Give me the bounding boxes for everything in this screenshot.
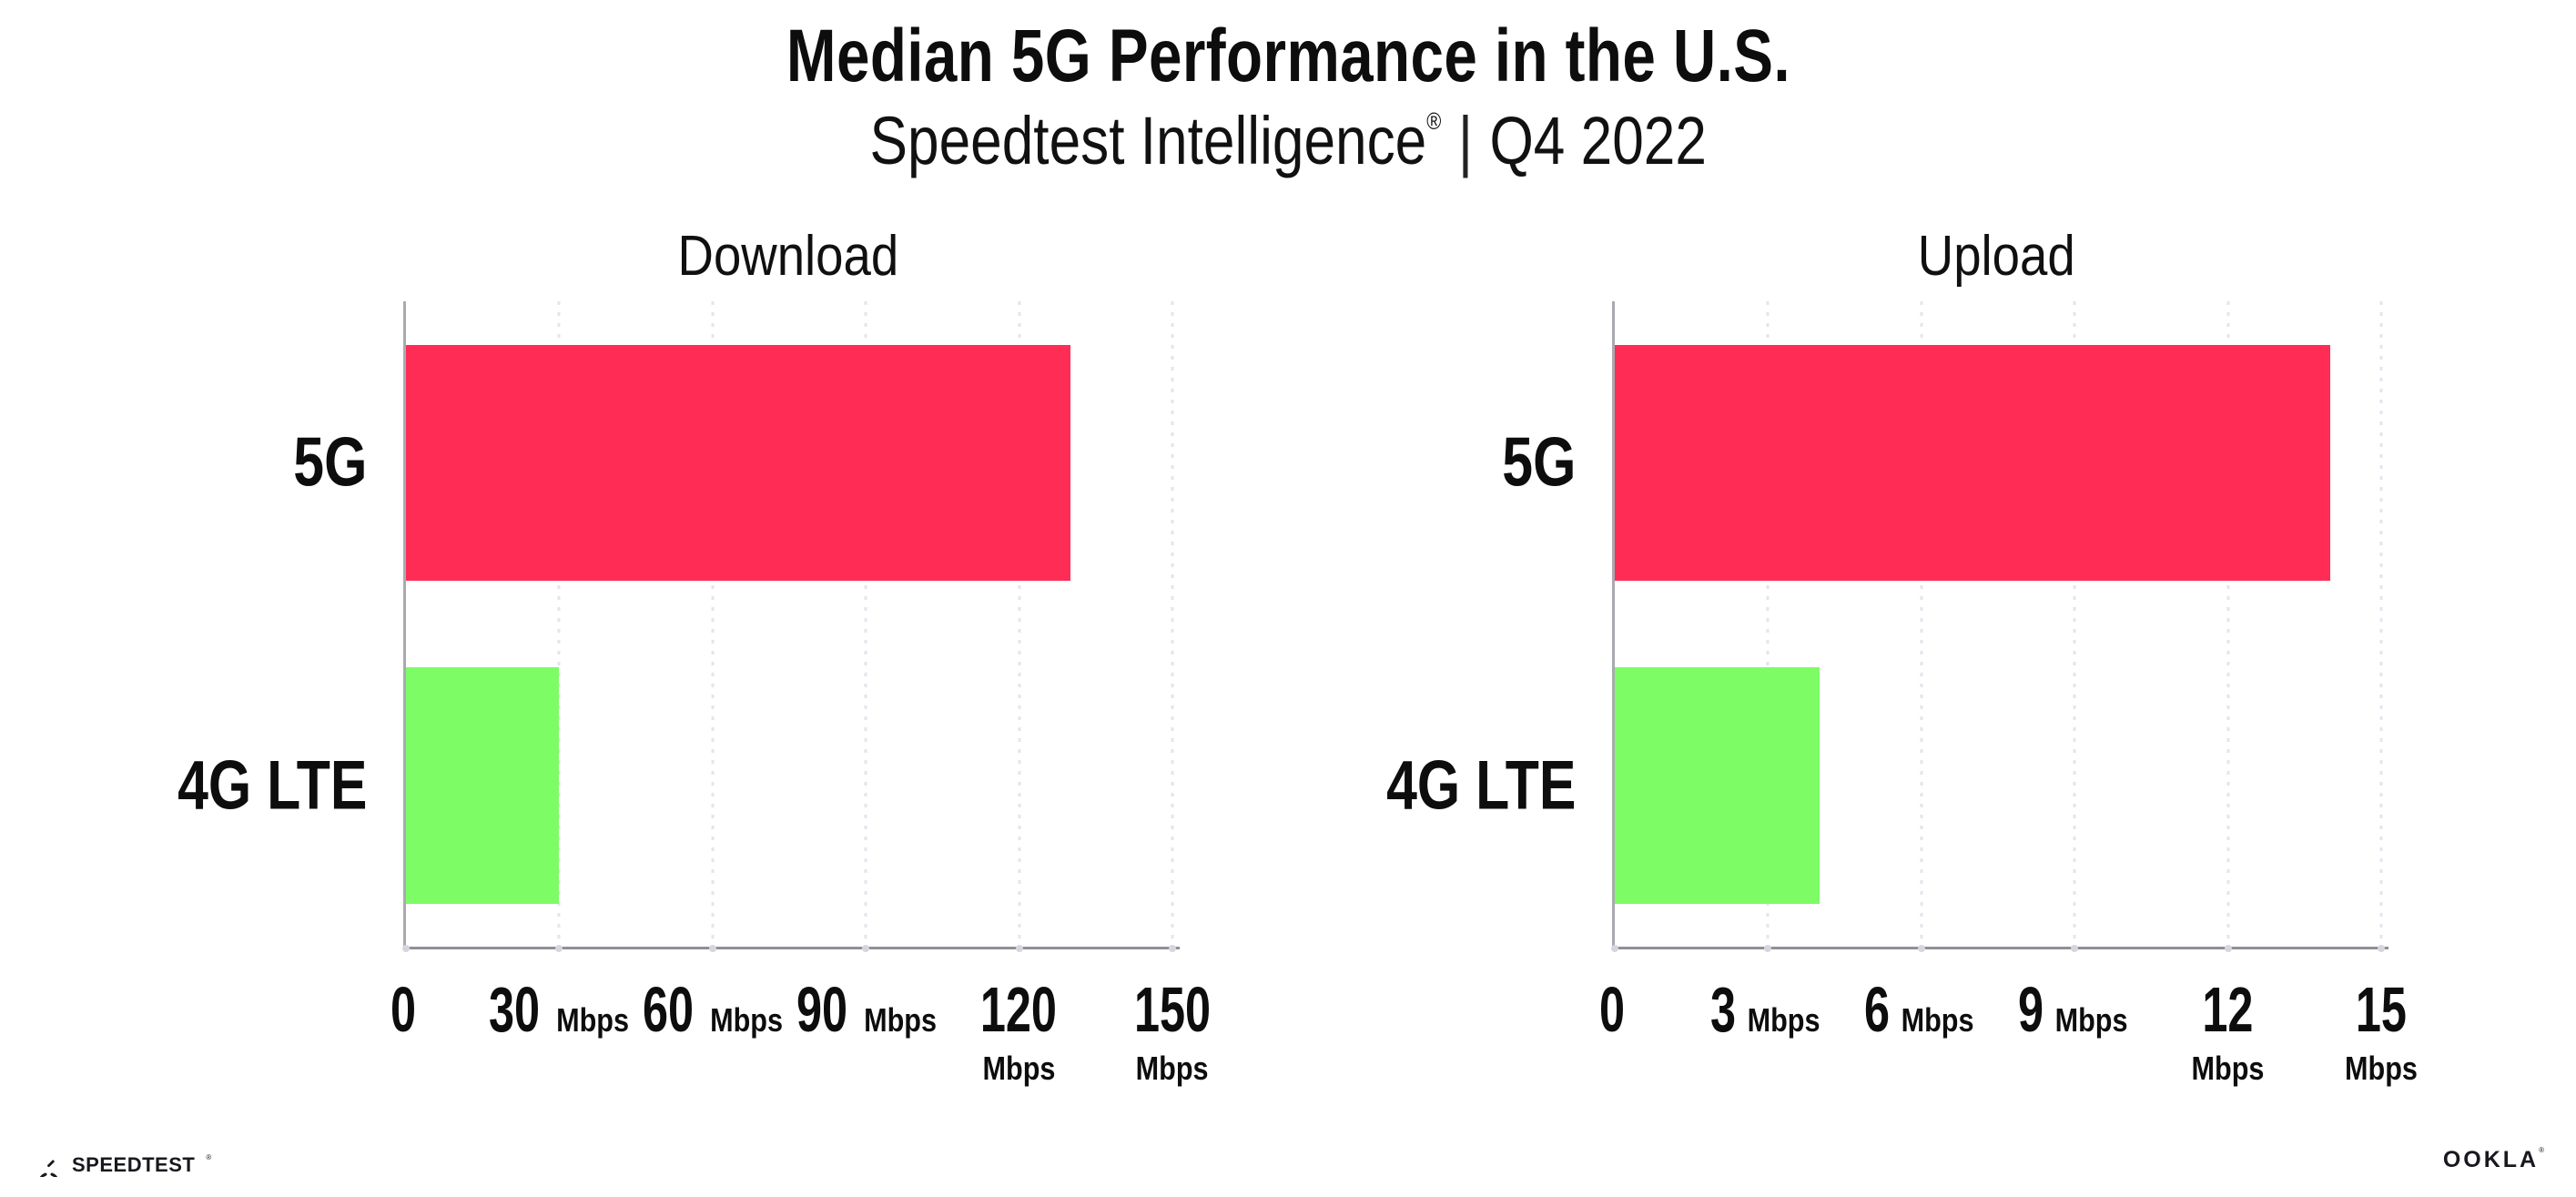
page-subtitle: Speedtest Intelligence® | Q4 2022 [0,104,2576,178]
download-x-axis-ticks: 0 30 Mbps 60 Mbps 90 Mbps 120Mbps 150Mbps [390,947,1211,1106]
x-tick-unit: Mbps [2191,1050,2264,1088]
axis-tick-dot [1169,945,1176,953]
x-tick: 30 Mbps [479,978,635,1041]
upload-plot-area [1611,301,2388,953]
page-subtitle-text: Speedtest Intelligence® | Q4 2022 [869,104,1706,178]
gridline [1766,301,1770,948]
category-label-4g-lte: 4G LTE [177,746,367,825]
x-tick-value: 60 [642,974,695,1046]
x-tick: 0 [1595,978,1630,1041]
category-label-4g-lte: 4G LTE [1385,746,1576,825]
axis-tick-dot [2224,945,2232,953]
x-tick-value: 90 [796,974,848,1046]
x-tick-unit: Mbps [982,1050,1055,1088]
axis-tick-dot [862,945,870,953]
download-category-axis: 5G 4G LTE [130,301,403,947]
x-tick-value: 30 [488,974,541,1046]
x-tick-value: 9 [2017,974,2044,1046]
axis-tick-dot [555,945,563,953]
x-tick-value: 12 [2201,974,2254,1046]
axis-tick-dot [1015,945,1023,953]
x-tick-value: 6 [1863,974,1891,1046]
x-tick: 90 Mbps [786,978,943,1041]
upload-chart: Upload 5G 4G LTE 0 3 Mbps 6 Mbps 9 Mbps 12Mbps 1… [1339,218,2418,1106]
upload-category-axis: 5G 4G LTE [1339,301,1612,947]
bar-4g-lte [406,667,560,904]
download-chart-title: Download [403,224,1172,301]
x-tick: 12Mbps [2151,978,2305,1085]
speedtest-wordmark: SPEEDTEST [72,1152,196,1176]
download-plot-area [402,301,1180,953]
gridline [1171,301,1174,948]
upload-x-axis-ticks: 0 3 Mbps 6 Mbps 9 Mbps 12Mbps 15Mbps [1599,947,2418,1106]
category-label-5g: 5G [1501,423,1576,502]
x-tick-unit: Mbps [863,1001,937,1040]
upload-chart-title-text: Upload [1918,225,2075,289]
gridline [1018,301,1021,948]
ookla-logo: OOKLA® [2442,1145,2544,1173]
x-tick: 3 Mbps [1706,978,1827,1041]
upload-chart-title: Upload [1612,224,2381,301]
subtitle-brand: Speedtest Intelligence [869,102,1426,178]
x-tick-unit: Mbps [2345,1050,2418,1088]
x-tick-unit: Mbps [1901,1001,1974,1040]
x-tick-unit: Mbps [709,1001,783,1040]
x-tick: 15Mbps [2338,978,2424,1085]
x-tick-value: 15 [2355,974,2408,1046]
x-tick: 150Mbps [1120,978,1226,1085]
category-label-5g: 5G [292,423,367,502]
gridline [1920,301,1923,948]
axis-tick-dot [708,945,716,953]
speedtest-registered-mark: ® [206,1153,212,1161]
download-chart-title-text: Download [677,225,898,289]
gridline [711,301,715,948]
subtitle-divider: | [1457,102,1473,178]
header: Median 5G Performance in the U.S. Speedt… [0,0,2576,178]
axis-tick-dot [2071,945,2079,953]
gridline [557,301,561,948]
bar-5g [406,344,1070,582]
x-tick: 6 Mbps [1860,978,1981,1041]
axis-tick-dot [1917,945,1925,953]
download-chart: Download 5G 4G LTE 0 30 Mbps 60 Mbps 90 Mbps 12… [130,218,1211,1106]
x-tick-unit: Mbps [2054,1001,2128,1040]
charts-row: Download 5G 4G LTE 0 30 Mbps 60 Mbps 90 Mbps 12… [0,218,2576,1106]
x-tick: 9 Mbps [2013,978,2135,1041]
axis-tick-dot [402,945,410,953]
gridline [2073,301,2076,948]
axis-tick-dot [1611,945,1618,953]
subtitle-period: Q4 2022 [1489,102,1707,178]
x-tick: 60 Mbps [633,978,789,1041]
x-tick-value: 3 [1709,974,1737,1046]
x-tick-unit: Mbps [555,1001,629,1040]
x-tick-value: 150 [1133,974,1212,1046]
x-tick-value: 0 [1598,974,1626,1046]
ookla-wordmark: OOKLA [2442,1147,2540,1172]
x-tick-unit: Mbps [1136,1050,1209,1088]
page-title-text: Median 5G Performance in the U.S. [786,15,1790,97]
x-tick: 0 [386,978,421,1041]
registered-mark: ® [1425,107,1442,135]
x-axis-line [403,947,1180,950]
bar-4g-lte [1615,667,1820,904]
x-tick-value: 0 [390,974,417,1046]
gridline [2226,301,2230,948]
gridline [864,301,867,948]
speedtest-gauge-icon [39,1160,58,1177]
x-tick: 120Mbps [942,978,1096,1085]
gridline [2379,301,2383,948]
speedtest-logo: SPEEDTEST ® [36,1152,211,1177]
ookla-registered-mark: ® [2539,1145,2544,1154]
axis-tick-dot [1764,945,1772,953]
axis-tick-dot [2378,945,2385,953]
bar-5g [1615,344,2330,582]
x-tick-unit: Mbps [1747,1001,1820,1040]
x-axis-line [1612,947,2388,950]
page-title: Median 5G Performance in the U.S. [0,15,2576,98]
x-tick-value: 120 [979,974,1058,1046]
